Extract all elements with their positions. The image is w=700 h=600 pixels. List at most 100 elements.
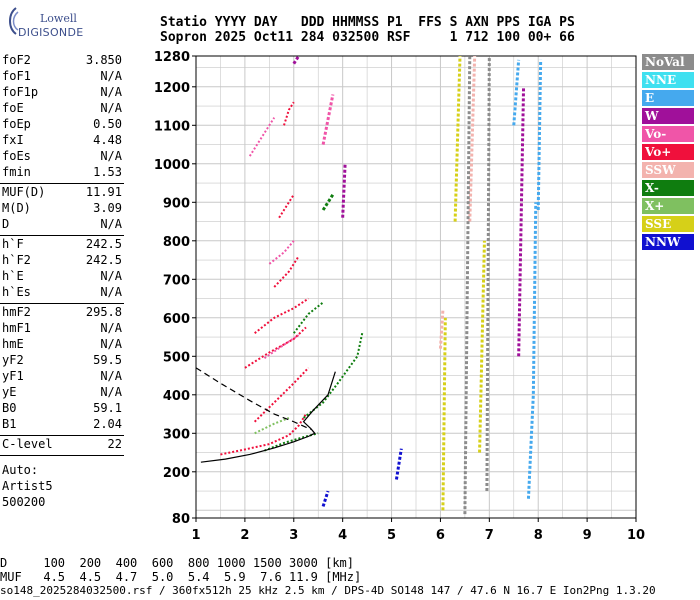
echo-trace-voplus bbox=[254, 297, 309, 334]
param-value: 3.850 bbox=[85, 53, 122, 67]
param-value: N/A bbox=[100, 85, 122, 99]
legend-item-w: W bbox=[642, 108, 694, 124]
status-line: 500200 bbox=[2, 495, 46, 509]
echo-trace-xminus bbox=[292, 301, 324, 334]
y-tick-label: 500 bbox=[163, 350, 190, 365]
param-value: N/A bbox=[100, 285, 122, 299]
station-header: Statio YYYY DAY DDD HHMMSS P1 FFS S AXN … bbox=[160, 15, 575, 45]
legend-item-ssw: SSW bbox=[642, 162, 694, 178]
y-tick-label: 1200 bbox=[154, 81, 190, 96]
legend-item-xplus: X+ bbox=[642, 198, 694, 214]
legend-item-voplus: Vo+ bbox=[642, 144, 694, 160]
echo-trace-sse bbox=[453, 55, 462, 222]
param-label: h`F2 bbox=[2, 253, 31, 267]
param-separator bbox=[0, 303, 124, 304]
echo-trace-voplus bbox=[273, 255, 300, 288]
param-value: 59.1 bbox=[93, 401, 122, 415]
x-tick-label: 6 bbox=[436, 528, 445, 543]
param-label: yF1 bbox=[2, 369, 24, 383]
legend-item-noval: NoVal bbox=[642, 54, 694, 70]
param-row: h`Es N/A bbox=[0, 284, 124, 300]
x-tick-label: 7 bbox=[485, 528, 494, 543]
polarization-legend: NoVal NNE E W Vo- Vo+ SSW X- X+ SSE NNW bbox=[642, 54, 694, 252]
param-separator bbox=[0, 435, 124, 436]
x-tick-label: 2 bbox=[240, 528, 249, 543]
header-values: Sopron 2025 Oct11 284 032500 RSF 1 712 1… bbox=[160, 30, 575, 45]
echo-trace-vominus bbox=[321, 94, 335, 145]
echo-trace-ssw bbox=[468, 55, 477, 222]
param-value: 4.48 bbox=[93, 133, 122, 147]
autoscaling-status: Auto: Artist5 500200 bbox=[0, 462, 124, 510]
param-label: MUF(D) bbox=[2, 185, 46, 199]
param-label: h`F bbox=[2, 237, 24, 251]
digisonde-logo: Lowell DIGISONDE bbox=[4, 4, 83, 40]
param-row: C-level 22 bbox=[0, 436, 124, 452]
echo-trace-noval bbox=[485, 55, 491, 492]
param-label: hmE bbox=[2, 337, 24, 351]
legend-item-nne: NNE bbox=[642, 72, 694, 88]
echo-trace-voplus bbox=[244, 326, 307, 369]
param-label: foF2 bbox=[2, 53, 31, 67]
param-value: 295.8 bbox=[85, 305, 122, 319]
logo-swirl-icon bbox=[9, 7, 19, 35]
param-row: h`F 242.5 bbox=[0, 236, 124, 252]
param-row: MUF(D) 11.91 bbox=[0, 184, 124, 200]
param-label: C-level bbox=[2, 437, 53, 451]
x-tick-label: 5 bbox=[387, 528, 396, 543]
y-tick-label: 1000 bbox=[154, 158, 190, 173]
param-label: foF1p bbox=[2, 85, 39, 99]
echo-trace-e bbox=[512, 59, 521, 126]
param-value: 22 bbox=[107, 437, 122, 451]
muf-distance-table: D 100 200 400 600 800 1000 1500 3000 [km… bbox=[0, 556, 361, 584]
echo-trace-e bbox=[536, 59, 543, 211]
distance-row: D 100 200 400 600 800 1000 1500 3000 [km… bbox=[0, 556, 355, 570]
param-value: 11.91 bbox=[85, 185, 122, 199]
param-row: foEs N/A bbox=[0, 148, 124, 164]
x-tick-label: 9 bbox=[583, 528, 592, 543]
echo-trace-voplus bbox=[278, 194, 295, 219]
param-value: 3.09 bbox=[93, 201, 122, 215]
x-tick-label: 8 bbox=[534, 528, 543, 543]
param-row: foF1 N/A bbox=[0, 68, 124, 84]
x-tick-label: 10 bbox=[627, 528, 645, 543]
param-label: hmF1 bbox=[2, 321, 31, 335]
param-row: hmF2 295.8 bbox=[0, 304, 124, 320]
y-tick-label: 80 bbox=[172, 512, 190, 527]
param-row: B0 59.1 bbox=[0, 400, 124, 416]
legend-item-xminus: X- bbox=[642, 180, 694, 196]
echo-trace-noval bbox=[463, 55, 472, 515]
param-label: fxI bbox=[2, 133, 24, 147]
x-mode-trace bbox=[195, 367, 312, 430]
param-row: h`E N/A bbox=[0, 268, 124, 284]
logo-digisonde-text: DIGISONDE bbox=[18, 26, 84, 39]
param-value: N/A bbox=[100, 217, 122, 231]
param-row: yF2 59.5 bbox=[0, 352, 124, 368]
x-tick-label: 1 bbox=[191, 528, 200, 543]
y-tick-label: 800 bbox=[163, 235, 190, 250]
y-tick-label: 400 bbox=[163, 389, 190, 404]
param-label: hmF2 bbox=[2, 305, 31, 319]
param-value: 242.5 bbox=[85, 237, 122, 251]
param-row: yE N/A bbox=[0, 384, 124, 400]
logo-lowell-text: Lowell bbox=[40, 12, 77, 25]
param-row: fmin 1.53 bbox=[0, 164, 124, 180]
echo-trace-xminus bbox=[321, 193, 335, 211]
echo-trace-sse bbox=[441, 317, 447, 511]
param-row: foEp 0.50 bbox=[0, 116, 124, 132]
param-label: M(D) bbox=[2, 201, 31, 215]
echo-trace-w bbox=[292, 55, 300, 65]
param-separator bbox=[0, 455, 124, 456]
param-label: D bbox=[2, 217, 10, 231]
y-tick-label: 900 bbox=[163, 196, 190, 211]
param-value: 1.53 bbox=[93, 165, 122, 179]
electron-density-profile bbox=[200, 371, 336, 463]
x-tick-label: 4 bbox=[338, 528, 347, 543]
param-row: foF2 3.850 bbox=[0, 52, 124, 68]
param-value: 59.5 bbox=[93, 353, 122, 367]
x-tick-label: 3 bbox=[289, 528, 298, 543]
echo-trace-xplus bbox=[254, 416, 290, 435]
param-label: foEs bbox=[2, 149, 31, 163]
param-value: 0.50 bbox=[93, 117, 122, 131]
echo-trace-voplus bbox=[283, 101, 295, 126]
echo-trace-voplus bbox=[220, 413, 307, 456]
